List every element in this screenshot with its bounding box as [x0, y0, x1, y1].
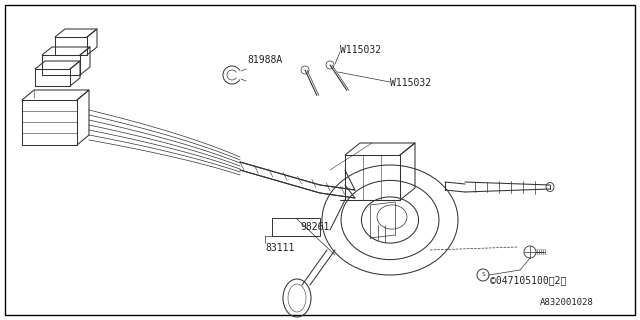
Text: W115032: W115032 [390, 78, 431, 88]
Text: A832001028: A832001028 [540, 298, 594, 307]
Bar [272, 218, 320, 236]
Text: 81988A: 81988A [247, 55, 282, 65]
Text: 98261: 98261 [300, 222, 330, 232]
Text: ©047105100（2）: ©047105100（2） [490, 275, 566, 285]
Text: 83111: 83111 [265, 243, 294, 253]
Text: W115032: W115032 [340, 45, 381, 55]
Text: S: S [481, 273, 485, 277]
